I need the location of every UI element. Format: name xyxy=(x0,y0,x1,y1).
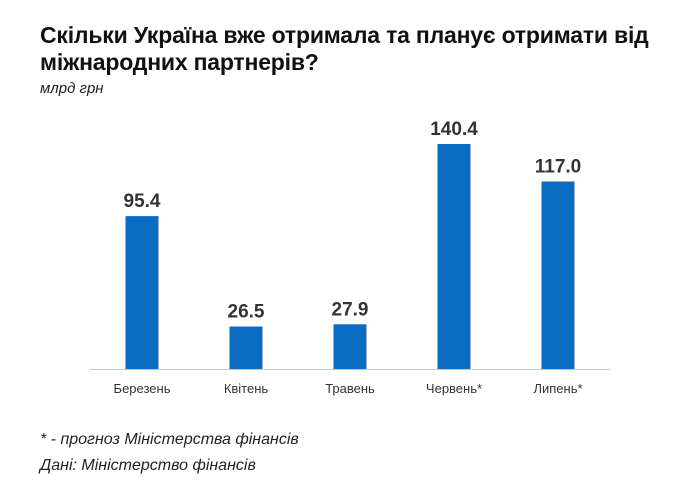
bar xyxy=(541,181,575,369)
x-tick-label: Липень* xyxy=(533,381,582,396)
bar-chart: 95.4 Березень 26.5 Квітень 27.9 Травень 140.4 Ч… xyxy=(90,119,610,396)
source-note: Дані: Міністерство фінансів xyxy=(40,457,256,474)
bar-value-label: 95.4 xyxy=(124,191,161,212)
bar xyxy=(125,216,159,369)
x-tick-label: Квітень xyxy=(224,381,269,396)
forecast-footnote: * - прогноз Міністерства фінансів xyxy=(40,431,299,448)
x-tick-label: Березень xyxy=(114,381,171,396)
bar-value-label: 27.9 xyxy=(332,299,369,320)
bar-value-label: 26.5 xyxy=(228,302,265,323)
unit-label: млрд грн xyxy=(40,80,104,97)
bar xyxy=(229,326,263,369)
x-tick-label: Червень* xyxy=(426,381,482,396)
x-tick-label: Травень xyxy=(325,381,375,396)
chart-title: Скільки Україна вже отримала та планує о… xyxy=(40,22,649,75)
bar-value-label: 117.0 xyxy=(535,157,582,178)
bar xyxy=(437,144,471,369)
bar-value-label: 140.4 xyxy=(430,119,478,140)
bar xyxy=(333,324,367,369)
